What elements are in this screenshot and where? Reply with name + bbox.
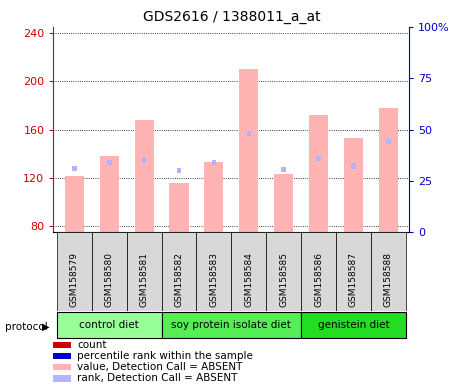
Bar xyxy=(53,376,71,382)
Bar xyxy=(266,232,301,311)
Text: ▶: ▶ xyxy=(42,322,49,332)
Title: GDS2616 / 1388011_a_at: GDS2616 / 1388011_a_at xyxy=(143,10,320,25)
Text: GSM158584: GSM158584 xyxy=(244,252,253,307)
Text: GSM158586: GSM158586 xyxy=(314,252,323,307)
Bar xyxy=(301,313,405,338)
Bar xyxy=(351,163,356,169)
Bar xyxy=(316,156,321,161)
Bar xyxy=(212,159,216,165)
Bar xyxy=(53,353,71,359)
Bar xyxy=(134,120,154,232)
Bar xyxy=(336,232,371,311)
Bar xyxy=(239,69,259,232)
Bar xyxy=(281,167,286,172)
Bar xyxy=(204,162,224,232)
Bar xyxy=(100,156,119,232)
Bar xyxy=(232,232,266,311)
Bar xyxy=(142,157,146,162)
Bar xyxy=(371,232,405,311)
Text: GSM158580: GSM158580 xyxy=(105,252,114,307)
Text: control diet: control diet xyxy=(80,320,139,330)
Text: genistein diet: genistein diet xyxy=(318,320,389,330)
Bar xyxy=(92,232,126,311)
Bar xyxy=(53,342,71,348)
Bar xyxy=(379,108,398,232)
Text: soy protein isolate diet: soy protein isolate diet xyxy=(172,320,291,330)
Bar xyxy=(196,232,232,311)
Bar xyxy=(57,313,162,338)
Bar xyxy=(126,232,162,311)
Text: GSM158583: GSM158583 xyxy=(209,252,219,307)
Bar xyxy=(177,168,181,174)
Text: rank, Detection Call = ABSENT: rank, Detection Call = ABSENT xyxy=(78,374,238,384)
Bar xyxy=(386,139,391,144)
Text: protocol: protocol xyxy=(5,322,47,332)
Text: value, Detection Call = ABSENT: value, Detection Call = ABSENT xyxy=(78,362,243,372)
Text: count: count xyxy=(78,340,107,350)
Bar xyxy=(107,159,112,165)
Text: GSM158582: GSM158582 xyxy=(174,252,184,307)
Bar xyxy=(65,175,84,232)
Bar xyxy=(162,232,196,311)
Text: GSM158587: GSM158587 xyxy=(349,252,358,307)
Bar xyxy=(301,232,336,311)
Bar xyxy=(274,174,293,232)
Bar xyxy=(309,115,328,232)
Text: GSM158585: GSM158585 xyxy=(279,252,288,307)
Bar xyxy=(169,183,189,232)
Text: GSM158581: GSM158581 xyxy=(140,252,149,307)
Bar xyxy=(57,232,92,311)
Text: percentile rank within the sample: percentile rank within the sample xyxy=(78,351,253,361)
Text: GSM158588: GSM158588 xyxy=(384,252,393,307)
Bar xyxy=(72,166,77,171)
Text: GSM158579: GSM158579 xyxy=(70,252,79,307)
Bar xyxy=(246,131,251,136)
Bar xyxy=(53,364,71,371)
Bar xyxy=(162,313,301,338)
Bar xyxy=(344,138,363,232)
